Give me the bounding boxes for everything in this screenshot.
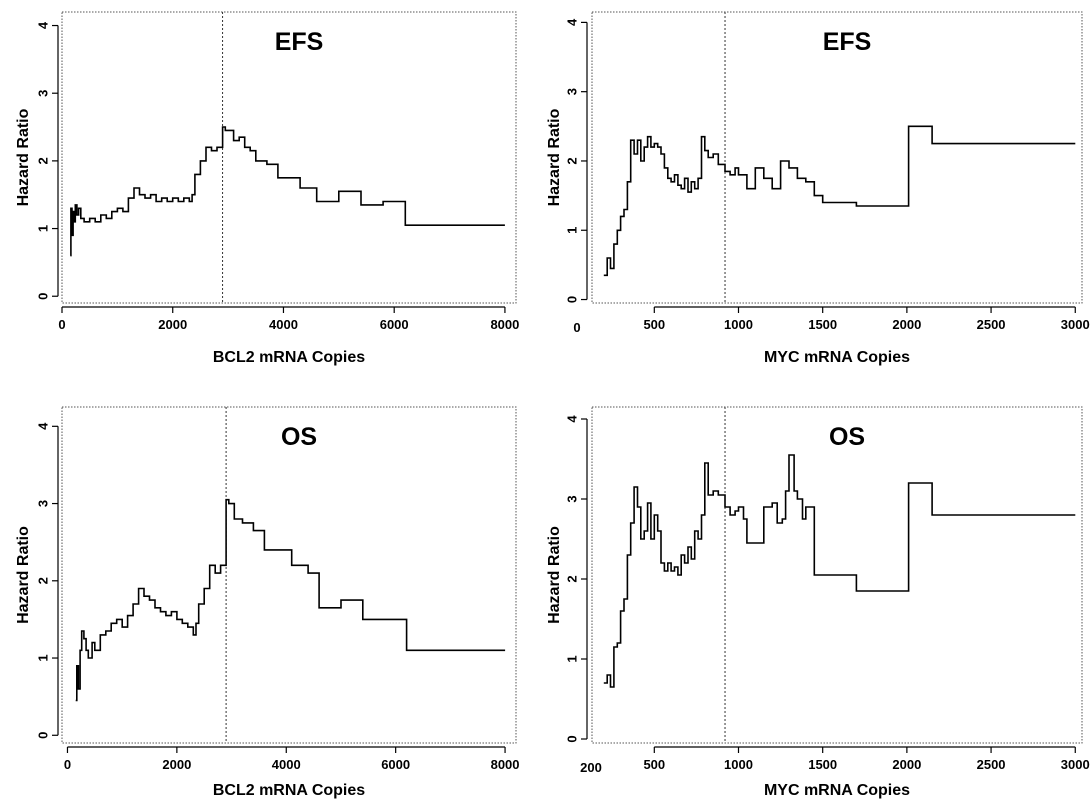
x-tick-label: 1500: [808, 317, 837, 332]
x-tick-label: 4000: [272, 757, 301, 772]
panel-3: 0 1 2 3 4 0 2000 4000 6000 8000 BCL2 mRNA Copies Ha…: [15, 406, 520, 799]
x-tick-label: 4000: [269, 317, 298, 332]
hazard-ratio-line: [603, 125, 1076, 277]
y-tick-label: 0: [564, 296, 579, 303]
x-tick-label: 2000: [158, 317, 187, 332]
hazard-ratio-line: [70, 126, 505, 257]
y-tick-label: 1: [564, 227, 579, 234]
panel-2: 0 1 2 3 4 500 1000 1500 2000 2500 3000 0 MYC mRNA Co…: [546, 11, 1090, 366]
y-tick-label: 1: [564, 655, 579, 662]
x-tick-label: 8000: [491, 757, 520, 772]
panel-title: EFS: [275, 28, 324, 56]
x-tick-label: 6000: [381, 757, 410, 772]
y-tick-label: 2: [35, 577, 50, 584]
x-axis-label: MYC mRNA Copies: [764, 782, 910, 799]
y-tick-label: 4: [35, 422, 50, 430]
x-tick-label: 0: [64, 757, 71, 772]
y-tick-label: 4: [564, 18, 579, 26]
y-tick-label: 3: [35, 500, 50, 507]
x-tick-label: 500: [643, 757, 665, 772]
hazard-ratio-line: [603, 454, 1076, 688]
y-tick-label: 3: [564, 495, 579, 502]
x-tick-label: 8000: [490, 317, 519, 332]
y-tick-label: 3: [564, 88, 579, 95]
y-axis-label: Hazard Ratio: [15, 108, 32, 206]
y-tick-label: 4: [564, 415, 579, 423]
plot-frame: [591, 11, 1083, 304]
x-tick-label: 2500: [977, 757, 1006, 772]
plot-frame: [591, 406, 1083, 744]
x-axis-label: BCL2 mRNA Copies: [213, 349, 365, 366]
y-axis-label: Hazard Ratio: [546, 108, 563, 206]
x-tick-label: 2000: [892, 317, 921, 332]
panel-4: 0 1 2 3 4 500 1000 1500 2000 2500 3000 200 MYC mRNA …: [546, 406, 1090, 799]
x-tick-label-extra: 0: [573, 320, 580, 335]
x-tick-label: 1000: [724, 317, 753, 332]
hazard-ratio-line: [75, 498, 506, 702]
y-tick-label: 0: [564, 735, 579, 742]
y-axis-label: Hazard Ratio: [546, 526, 563, 624]
panel-title: OS: [281, 423, 317, 451]
x-axis-label: MYC mRNA Copies: [764, 349, 910, 366]
x-tick-label-extra: 200: [580, 760, 602, 775]
y-tick-label: 0: [35, 293, 50, 300]
y-tick-label: 4: [35, 21, 50, 29]
y-tick-label: 2: [564, 575, 579, 582]
x-tick-label: 3000: [1061, 317, 1090, 332]
y-tick-label: 2: [35, 157, 50, 164]
x-tick-label: 2000: [162, 757, 191, 772]
y-tick-label: 0: [35, 732, 50, 739]
panel-1: 0 1 2 3 4 0 2000 4000 6000 8000 BCL2 mRNA Copies Ha…: [15, 11, 519, 366]
y-tick-label: 1: [35, 225, 50, 232]
x-tick-label: 1000: [724, 757, 753, 772]
x-tick-label: 2000: [892, 757, 921, 772]
x-tick-label: 6000: [380, 317, 409, 332]
y-tick-label: 2: [564, 157, 579, 164]
x-tick-label: 2500: [977, 317, 1006, 332]
panel-title: EFS: [823, 28, 872, 56]
x-axis-label: BCL2 mRNA Copies: [213, 782, 365, 799]
y-tick-label: 3: [35, 90, 50, 97]
plot-frame: [61, 11, 517, 304]
panel-title: OS: [829, 423, 865, 451]
y-tick-label: 1: [35, 654, 50, 661]
x-tick-label: 500: [643, 317, 665, 332]
x-tick-label: 1500: [808, 757, 837, 772]
plot-frame: [61, 406, 517, 744]
x-tick-label: 0: [58, 317, 65, 332]
x-tick-label: 3000: [1061, 757, 1090, 772]
y-axis-label: Hazard Ratio: [15, 526, 32, 624]
